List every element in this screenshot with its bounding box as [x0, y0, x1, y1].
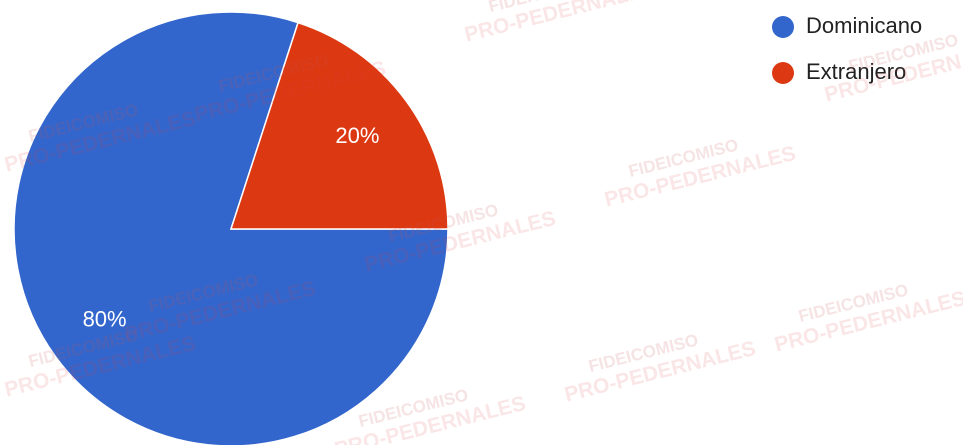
- legend: Dominicano Extranjero: [772, 13, 922, 84]
- data-label: 80%: [83, 307, 127, 332]
- pie: [13, 11, 449, 445]
- legend-label: Dominicano: [806, 13, 922, 38]
- legend-marker: [772, 16, 794, 38]
- data-labels: 80% 20%: [83, 123, 380, 332]
- legend-marker: [772, 62, 794, 84]
- data-label: 20%: [335, 123, 379, 148]
- legend-label: Extranjero: [806, 59, 906, 84]
- pie-slice: [229, 21, 449, 230]
